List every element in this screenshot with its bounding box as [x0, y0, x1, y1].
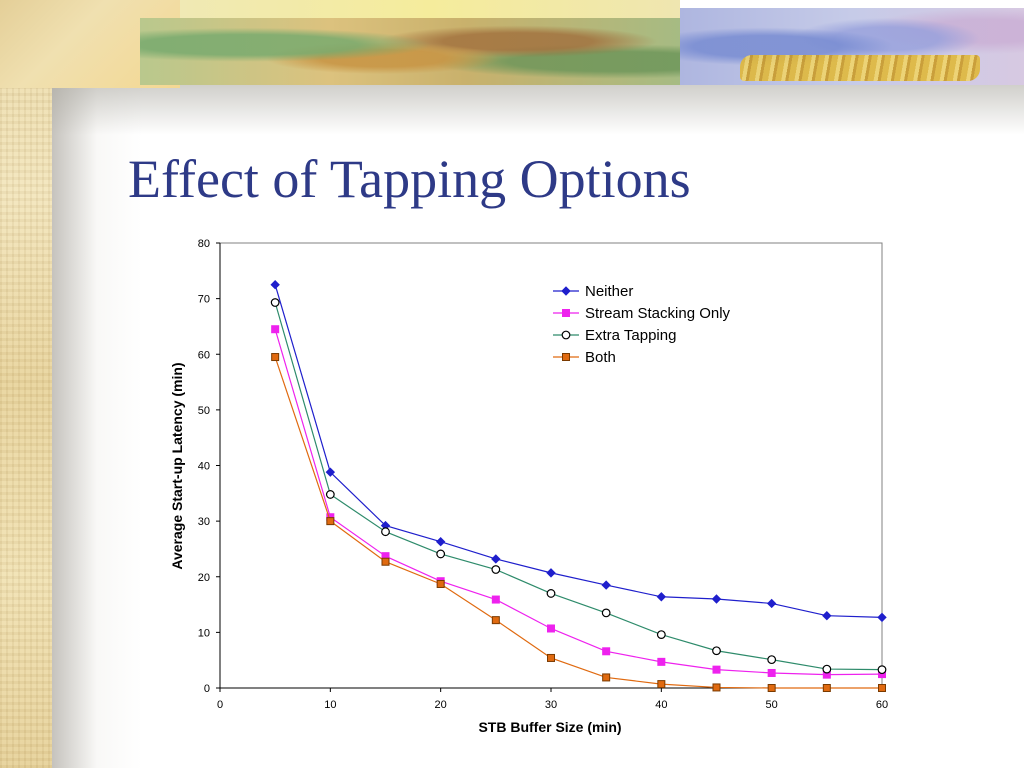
data-point: [271, 325, 280, 334]
chart-axes: 0 10 20 30 40 50 60 70 80 0 10 20 30 40 50 60: [198, 238, 888, 711]
data-point: [436, 579, 445, 588]
data-point: [435, 536, 446, 547]
series-line: [274, 302, 883, 671]
plot-frame: [219, 242, 883, 689]
data-point: [712, 683, 721, 692]
data-point: [601, 608, 611, 618]
series-extra-tapping: [270, 298, 887, 675]
series-line: [274, 356, 882, 689]
data-point: [491, 565, 501, 574]
legend-label: Neither: [585, 283, 633, 300]
data-point: [602, 673, 611, 682]
legend-label: Extra Tapping: [585, 327, 676, 344]
data-point: [822, 610, 832, 621]
data-point: [767, 684, 776, 692]
data-point: [547, 653, 555, 662]
data-point: [711, 594, 722, 604]
data-point: [712, 665, 721, 674]
series-line: [274, 284, 883, 618]
x-tick-label: 0: [217, 699, 223, 711]
legend-label: Stream Stacking Only: [585, 305, 731, 322]
data-point: [602, 647, 611, 656]
data-point: [381, 557, 390, 566]
x-tick-label: 10: [324, 699, 336, 711]
data-point: [767, 668, 776, 677]
data-point: [436, 549, 446, 559]
data-point: [657, 657, 666, 666]
legend-label: Both: [585, 349, 616, 366]
data-point: [325, 467, 336, 477]
legend-marker: [561, 286, 571, 296]
slide-title: Effect of Tapping Options: [128, 149, 691, 209]
data-point: [657, 680, 666, 689]
y-tick-label: 10: [198, 627, 210, 639]
banner-top-strip: [180, 0, 680, 20]
x-tick-label: 20: [435, 699, 447, 711]
data-point: [656, 630, 666, 639]
data-point: [546, 589, 556, 598]
y-axis-label: Average Start-up Latency (min): [169, 362, 185, 569]
banner-shadow: [52, 85, 1024, 135]
data-point: [822, 684, 831, 692]
y-tick-label: 60: [198, 349, 210, 361]
data-point: [270, 298, 280, 307]
data-point: [326, 517, 335, 526]
data-point: [491, 595, 500, 604]
data-point: [877, 612, 887, 623]
data-point: [712, 646, 721, 656]
banner-wheat-image: [740, 55, 980, 81]
legend-item: Extra Tapping: [553, 327, 676, 344]
legend-item: Neither: [553, 283, 633, 300]
data-point: [656, 592, 667, 602]
legend-item: Stream Stacking Only: [553, 305, 731, 322]
series-line: [274, 329, 883, 676]
series-stream-stacking-only: [271, 325, 886, 679]
banner-leaves-image: [140, 18, 680, 85]
data-point: [766, 598, 777, 609]
data-point: [547, 624, 555, 633]
legend-marker: [561, 330, 571, 340]
data-point: [270, 280, 280, 290]
y-tick-label: 70: [198, 294, 210, 306]
data-point: [325, 490, 335, 499]
y-tick-label: 80: [198, 238, 210, 250]
data-point: [546, 568, 556, 578]
series-both: [271, 353, 886, 692]
data-point: [601, 580, 611, 590]
data-point: [271, 353, 280, 362]
legend-marker: [562, 309, 570, 317]
x-tick-label: 30: [545, 699, 557, 711]
y-tick-label: 50: [198, 405, 210, 417]
data-point: [381, 527, 390, 537]
chart-legend: Neither Stream Stacking Only Extra Tapping…: [553, 283, 731, 366]
data-point: [822, 664, 832, 674]
x-tick-label: 50: [766, 699, 778, 711]
data-point: [767, 655, 777, 665]
x-axis-label: STB Buffer Size (min): [478, 719, 621, 735]
parchment-border: [0, 0, 52, 768]
data-point: [877, 665, 887, 675]
legend-item: Both: [553, 349, 616, 366]
data-point: [878, 684, 886, 692]
y-tick-label: 0: [204, 683, 210, 695]
x-tick-label: 40: [655, 699, 667, 711]
data-point: [491, 554, 501, 564]
chart-series: [270, 280, 887, 692]
data-point: [491, 616, 500, 625]
series-neither: [270, 280, 887, 623]
x-tick-label: 60: [876, 699, 888, 711]
y-tick-label: 30: [198, 516, 210, 528]
y-tick-label: 40: [198, 461, 210, 473]
legend-marker: [562, 353, 570, 361]
y-tick-label: 20: [198, 572, 210, 584]
